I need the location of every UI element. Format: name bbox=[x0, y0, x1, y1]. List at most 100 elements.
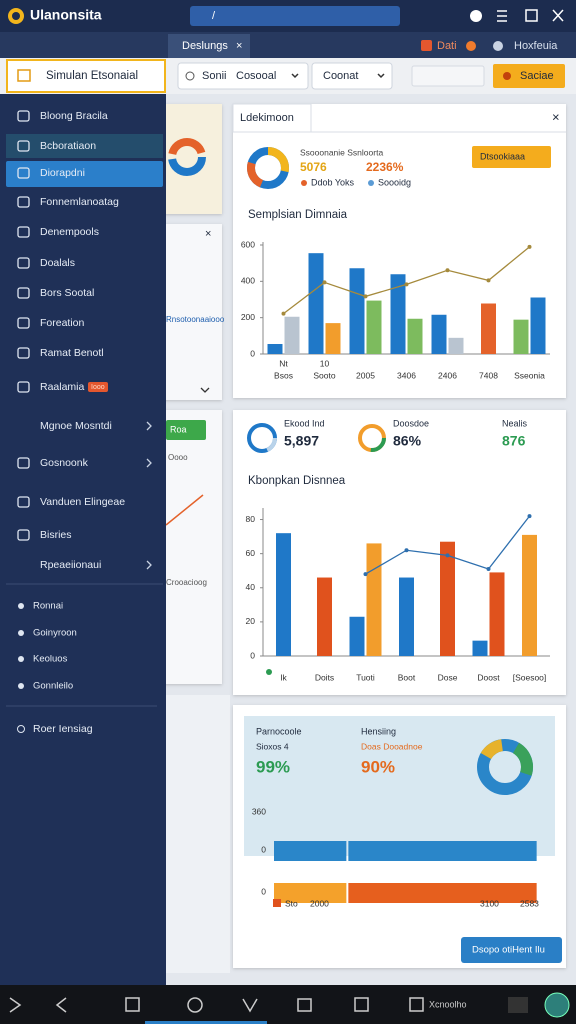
icon bbox=[421, 40, 432, 51]
menu-item[interactable]: Rpeaeiionaui bbox=[40, 559, 101, 571]
donut bbox=[477, 739, 533, 795]
menu-item[interactable]: Keoluos bbox=[33, 654, 68, 665]
bar bbox=[267, 344, 283, 354]
legend-dot bbox=[368, 180, 374, 186]
nav-icon[interactable] bbox=[125, 997, 140, 1012]
menu-icon bbox=[17, 167, 30, 179]
avatar[interactable] bbox=[544, 992, 570, 1018]
stat-label: Hensiing bbox=[361, 726, 396, 736]
bar bbox=[399, 577, 414, 656]
ring bbox=[358, 424, 386, 452]
chart-title: Kbonpkan Disnnea bbox=[248, 475, 346, 487]
bar bbox=[448, 337, 464, 354]
panel-button[interactable] bbox=[461, 937, 562, 963]
search-box[interactable] bbox=[190, 6, 400, 26]
menu-item[interactable]: Mgnoe Mosntdi bbox=[40, 420, 112, 432]
menu-item[interactable]: Ramat Benotl bbox=[40, 347, 104, 359]
x-tick-label: 2005 bbox=[356, 370, 375, 380]
sidebar-selected bbox=[6, 161, 163, 187]
nav-icon[interactable] bbox=[297, 998, 312, 1012]
x-tick-label: Sseonia bbox=[514, 370, 545, 380]
line-point bbox=[527, 514, 532, 519]
tab-bar bbox=[0, 32, 576, 58]
menu-item[interactable]: Bcboratiaon bbox=[40, 140, 96, 152]
nav-icon[interactable] bbox=[242, 998, 258, 1013]
search-text: / bbox=[212, 10, 216, 22]
panel-tab[interactable] bbox=[232, 103, 312, 133]
tab-close[interactable]: × bbox=[236, 40, 242, 52]
icon bbox=[466, 41, 476, 51]
line-point bbox=[404, 548, 409, 553]
filter-label: Sonii bbox=[202, 70, 226, 82]
panel-button[interactable] bbox=[472, 146, 551, 168]
line-point bbox=[322, 280, 327, 285]
bar bbox=[348, 883, 537, 903]
line-point bbox=[527, 244, 532, 249]
status-item: Dati bbox=[437, 40, 457, 52]
icon bbox=[493, 41, 503, 51]
bar bbox=[513, 319, 529, 354]
bar bbox=[325, 323, 341, 354]
filter[interactable] bbox=[311, 62, 393, 90]
menu-bullet bbox=[18, 603, 24, 609]
toolbar-title: Simulan Etsonaial bbox=[46, 70, 138, 82]
icon[interactable] bbox=[525, 9, 538, 22]
menu-icon bbox=[17, 287, 30, 299]
menu-item[interactable]: Goinyroon bbox=[33, 628, 77, 639]
y-tick-label: 0 bbox=[250, 348, 255, 358]
nav-icon[interactable] bbox=[354, 997, 369, 1012]
tab[interactable] bbox=[168, 34, 250, 58]
chevron bbox=[377, 73, 385, 79]
nav-icon[interactable] bbox=[55, 997, 67, 1013]
menu-item[interactable]: Ronnai bbox=[33, 601, 63, 612]
stat-value: 5076 bbox=[300, 160, 327, 174]
line-point bbox=[486, 567, 491, 571]
stat-value: 86% bbox=[393, 433, 422, 449]
nav-icon[interactable] bbox=[187, 997, 203, 1013]
x-tick-label: Bsos bbox=[274, 370, 293, 380]
icon[interactable] bbox=[470, 10, 482, 22]
y-tick-label: 0 bbox=[261, 886, 266, 896]
nav-icon[interactable] bbox=[9, 997, 22, 1013]
back-panel bbox=[160, 224, 222, 400]
menu-item[interactable]: Bisries bbox=[40, 529, 72, 541]
menu-item[interactable]: Gosnoonk bbox=[40, 457, 89, 469]
y-tick-label: 200 bbox=[241, 312, 255, 322]
close[interactable]: × bbox=[552, 109, 560, 124]
legend-label: Soooidg bbox=[378, 177, 411, 187]
menu-item[interactable]: Raalamia bbox=[40, 381, 85, 393]
menu-item[interactable]: Gonnleilo bbox=[33, 681, 73, 692]
menu-item[interactable]: Foreation bbox=[40, 317, 85, 329]
menu-item[interactable]: Bloong Bracila bbox=[40, 110, 108, 122]
nav-icon[interactable] bbox=[508, 997, 528, 1013]
icon[interactable] bbox=[552, 9, 564, 22]
menu-item[interactable]: Doalals bbox=[40, 257, 75, 269]
menu-item[interactable]: Fonnemlanoatag bbox=[40, 196, 119, 208]
bar bbox=[407, 318, 423, 354]
nav-icon[interactable] bbox=[409, 997, 424, 1012]
filter[interactable] bbox=[177, 62, 309, 90]
input[interactable] bbox=[411, 65, 485, 87]
line-point bbox=[363, 294, 368, 299]
back-label: Crooacioog bbox=[166, 578, 207, 587]
back-button[interactable] bbox=[166, 420, 206, 440]
menu-icon bbox=[17, 529, 30, 541]
legend-label: 3100 bbox=[480, 898, 499, 908]
bar bbox=[530, 297, 546, 354]
menu-item[interactable]: Bors Sootal bbox=[40, 287, 94, 299]
menu-item[interactable]: Roer Iensiag bbox=[33, 723, 93, 735]
menu-item[interactable]: Diorapdni bbox=[40, 167, 85, 179]
back-line bbox=[165, 494, 204, 526]
status-item: Hoxfeuia bbox=[514, 40, 558, 52]
bar bbox=[284, 316, 300, 354]
menu-item[interactable]: Vanduen Elingeae bbox=[40, 496, 125, 508]
bar bbox=[349, 268, 365, 354]
menu-item[interactable]: Denempools bbox=[40, 226, 99, 238]
menu-bullet bbox=[18, 656, 24, 662]
menu-icon bbox=[17, 347, 30, 359]
close[interactable]: × bbox=[205, 228, 211, 240]
donut bbox=[477, 738, 533, 795]
toolbar-button[interactable] bbox=[493, 64, 565, 88]
icon[interactable] bbox=[497, 10, 507, 22]
